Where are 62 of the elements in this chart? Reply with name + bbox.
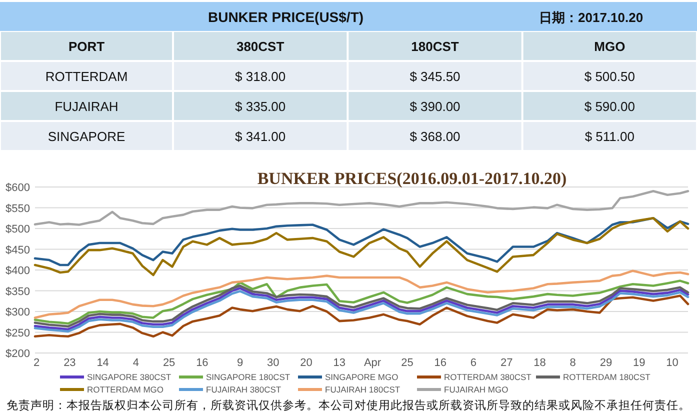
- data-label: $ 345.50: [410, 69, 460, 84]
- text: BUNKER PRICE(US$/T): [208, 9, 364, 25]
- data-label: $ 341.00: [235, 129, 286, 144]
- y-tick-label: $400: [6, 265, 30, 277]
- category-label: ROTTERDAM: [45, 69, 128, 84]
- x-tick-label: 27: [500, 357, 513, 369]
- y-tick-label: $450: [6, 244, 30, 256]
- x-tick-label: 10: [666, 357, 678, 369]
- line-series: [34, 216, 690, 266]
- x-tick-label: 8: [570, 357, 576, 369]
- y-tick-label: $350: [6, 286, 30, 298]
- y-tick-label: $200: [6, 348, 30, 360]
- legend-label: FUJAIRAH MGO: [444, 384, 509, 394]
- x-tick-label: 13: [333, 357, 346, 369]
- x-tick-label: 30: [267, 357, 280, 369]
- text: 日期：2017.10.20: [539, 10, 644, 25]
- legend-label: FUJAIRAH 180CST: [325, 384, 400, 394]
- legend-label: SINGAPORE MGO: [325, 372, 399, 382]
- category-label: FUJAIRAH: [54, 99, 118, 114]
- legend-label: SINGAPORE 180CST: [206, 372, 290, 382]
- series-label: 380CST: [236, 39, 284, 54]
- text: 免责声明：本报告版权归本公司所有，所载资讯仅供参考。本公司对使用此报告或所载资讯所导致的结果或风险不承担任何责任。: [6, 399, 690, 412]
- x-tick-label: 9: [236, 357, 244, 369]
- line-series: [34, 270, 690, 319]
- x-tick-label: 23: [64, 357, 76, 369]
- x-tick-label: 14: [96, 357, 109, 369]
- x-tick-label: 25: [401, 357, 414, 369]
- x-tick-label: 25: [162, 357, 176, 369]
- x-tick-label: 18: [534, 357, 546, 369]
- series-label: MGO: [594, 39, 626, 54]
- x-tick-label: 16: [434, 357, 446, 369]
- category-label: SINGAPORE: [48, 129, 126, 144]
- y-tick-label: $250: [6, 327, 30, 340]
- y-tick-label: $550: [6, 202, 30, 215]
- line-series: [34, 190, 690, 226]
- data-label: $ 318.00: [235, 69, 286, 84]
- x-tick-label: 4: [132, 357, 140, 369]
- line-series: [34, 216, 690, 276]
- data-label: $ 368.00: [410, 129, 460, 144]
- y-tick-label: $500: [6, 224, 30, 236]
- x-tick-label: Apr: [364, 357, 382, 369]
- series-label: 180CST: [411, 39, 459, 54]
- x-tick-label: 20: [300, 357, 312, 369]
- y-tick-label: $300: [6, 306, 30, 318]
- x-tick-label: 29: [600, 357, 612, 369]
- x-tick-label: 19: [632, 357, 646, 369]
- legend-label: ROTTERDAM 180CST: [563, 372, 650, 382]
- y-tick-label: $600: [6, 182, 30, 194]
- data-label: $ 511.00: [584, 129, 634, 144]
- text: PORT: [68, 39, 105, 54]
- x-tick-label: 6: [470, 357, 477, 369]
- data-label: $ 335.00: [235, 99, 286, 114]
- data-label: $ 500.50: [584, 69, 635, 84]
- x-tick-label: 2: [34, 357, 40, 369]
- chart-title: BUNKER PRICES(2016.09.01-2017.10.20): [257, 169, 567, 188]
- legend-label: FUJAIRAH 380CST: [206, 384, 282, 394]
- data-label: $ 590.00: [584, 99, 635, 114]
- data-label: $ 390.00: [410, 99, 460, 114]
- legend-label: ROTTERDAM 380CST: [444, 372, 532, 382]
- legend-label: ROTTERDAM MGO: [87, 384, 164, 394]
- legend-label: SINGAPORE 380CST: [87, 372, 172, 382]
- x-tick-label: 16: [196, 357, 208, 369]
